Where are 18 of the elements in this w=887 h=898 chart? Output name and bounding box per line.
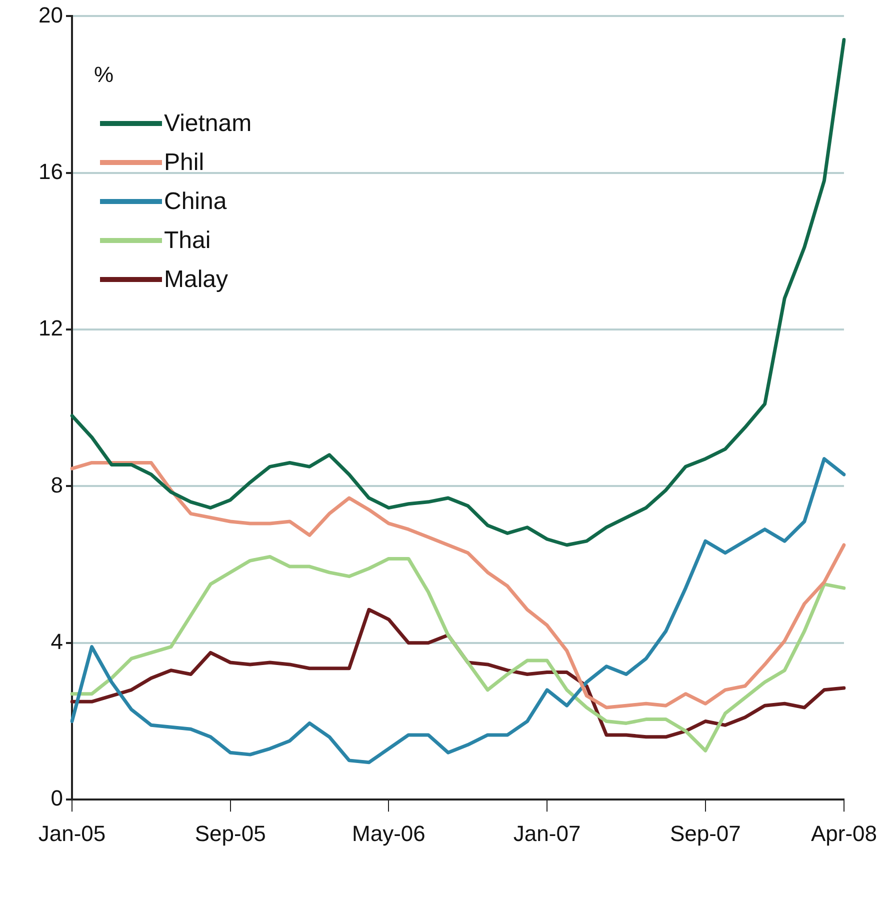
x-tick-label: Jan-07 bbox=[513, 820, 581, 846]
legend-label: Phil bbox=[164, 148, 204, 176]
x-tick-label: Sep-05 bbox=[194, 820, 266, 846]
x-tick-label: Jan-05 bbox=[38, 820, 106, 846]
y-tick-label: 12 bbox=[38, 316, 63, 341]
y-tick-label: 4 bbox=[50, 628, 63, 654]
legend-label: Vietnam bbox=[164, 110, 252, 138]
legend-label: Thai bbox=[164, 226, 211, 254]
y-tick-label: 8 bbox=[50, 472, 63, 498]
x-tick-label: May-06 bbox=[352, 820, 426, 846]
x-tick-label: Apr-08 bbox=[810, 820, 878, 846]
y-tick-label: 0 bbox=[50, 786, 63, 811]
x-tick-label: Sep-07 bbox=[670, 820, 741, 846]
y-tick-label: 20 bbox=[38, 2, 63, 28]
y-tick-label: 16 bbox=[38, 158, 63, 184]
legend-label: China bbox=[164, 188, 227, 216]
legend-label: Malay bbox=[164, 266, 228, 294]
y-axis-title: % bbox=[94, 62, 114, 88]
